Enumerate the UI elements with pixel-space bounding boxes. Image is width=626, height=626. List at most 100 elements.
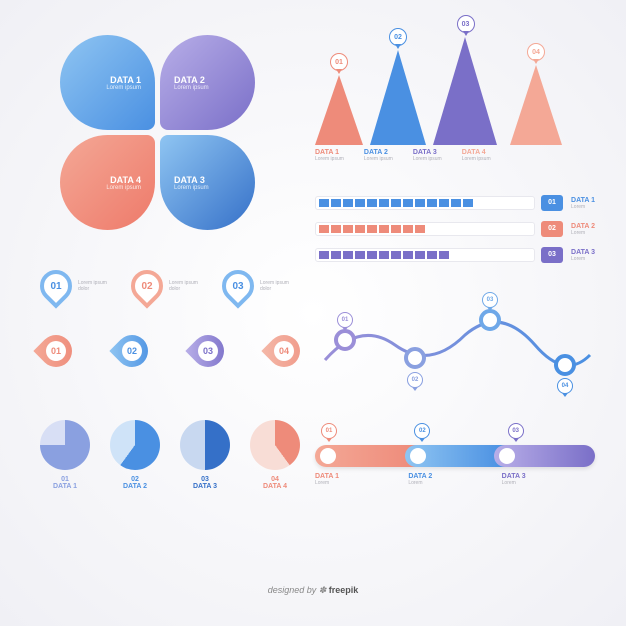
petal-3: DATA 3Lorem ipsum [160,135,255,230]
petal-sublabel: Lorem ipsum [60,85,155,91]
pill-dot [320,448,336,464]
credit-line: designed by ✽ freepik [0,585,626,596]
petal-label: DATA 1 [60,75,155,85]
petal-label: DATA 3 [160,175,255,185]
bar-track [315,222,535,236]
pill-pin-1: 01 [321,423,337,442]
triangle-label-2: DATA 2Lorem ipsum [364,149,393,162]
wave-dot-4 [554,354,576,376]
wave-pin-2: 02 [407,372,423,391]
wave-timeline: 01020304 [315,310,595,380]
drop-pin-2: 02 [116,335,148,367]
freepik-logo-icon: ✽ [319,585,327,595]
map-pin-1: 01 Lorem ipsum dolor [40,270,118,302]
bar-number: 02 [541,221,563,237]
pin-icon: 02 [124,263,169,308]
bar-label: DATA 2Lorem [571,223,595,236]
pie-1: 01 DATA 1 [40,420,90,490]
triangle-pin-2: 02 [389,28,407,50]
bar-track [315,196,535,210]
petal-chart: DATA 1Lorem ipsumDATA 2Lorem ipsumDATA 3… [40,35,270,235]
pill-timeline: 010203DATA 1LoremDATA 2LoremDATA 3Lorem [315,445,595,475]
pill-track [315,445,595,467]
wave-dot-3 [479,309,501,331]
pin-icon: 03 [215,263,260,308]
pill-pin-3: 03 [508,423,524,442]
pill-dot [499,448,515,464]
triangle-3 [433,37,497,145]
pie-slice [180,420,230,470]
drop-pin-4: 04 [268,335,300,367]
pill-label-1: DATA 1Lorem [315,473,408,486]
pill-segment-3 [494,445,595,467]
map-pin-3: 03 Lorem ipsum dolor [222,270,300,302]
pie-2: 02 DATA 2 [110,420,160,490]
pie-3: 03 DATA 3 [180,420,230,490]
petal-label: DATA 2 [160,75,255,85]
triangle-pin-4: 04 [527,43,545,65]
wave-line [315,310,595,380]
petal-2: DATA 2Lorem ipsum [160,35,255,130]
credit-brand: freepik [329,585,359,595]
pill-label-2: DATA 2Lorem [408,473,501,486]
petal-label: DATA 4 [60,175,155,185]
petal-4: DATA 4Lorem ipsum [60,135,155,230]
petal-1: DATA 1Lorem ipsum [60,35,155,130]
infographic-canvas: DATA 1Lorem ipsumDATA 2Lorem ipsumDATA 3… [0,0,626,626]
map-pin-2: 02 Lorem ipsum dolor [131,270,209,302]
bar-number: 01 [541,195,563,211]
pin-sublabel: Lorem ipsum dolor [169,280,209,292]
bar-label: DATA 3Lorem [571,249,595,262]
bar-number: 03 [541,247,563,263]
bar-row-2: 02 DATA 2Lorem [315,221,595,237]
drop-pin-row: 01 02 03 04 [40,335,300,367]
pill-segment-2 [405,445,506,467]
pill-labels: DATA 1LoremDATA 2LoremDATA 3Lorem [315,473,595,486]
triangle-label-1: DATA 1Lorem ipsum [315,149,344,162]
pie-number: 03 [180,476,230,483]
map-pin-row: 01 Lorem ipsum dolor 02 Lorem ipsum dolor… [40,270,300,302]
pill-dot [410,448,426,464]
pie-number: 04 [250,476,300,483]
pie-label: DATA 3 [180,483,230,490]
pie-label: DATA 4 [250,483,300,490]
triangle-label-4: DATA 4Lorem ipsum [462,149,491,162]
pie-slice [110,420,160,470]
drop-icon: 03 [185,328,230,373]
bar-row-3: 03 DATA 3Lorem [315,247,595,263]
pie-slice [250,420,300,470]
pie-label: DATA 1 [40,483,90,490]
progress-bars: 01 DATA 1Lorem 02 DATA 2Lorem 03 DATA 3L… [315,195,595,273]
petal-sublabel: Lorem ipsum [60,185,155,191]
triangle-1 [315,75,363,145]
triangle-label-3: DATA 3Lorem ipsum [413,149,442,162]
triangle-pin-3: 03 [457,15,475,37]
credit-prefix: designed by [268,585,319,595]
drop-icon: 02 [109,328,154,373]
pin-sublabel: Lorem ipsum dolor [260,280,300,292]
bar-track [315,248,535,262]
bar-label: DATA 1Lorem [571,197,595,210]
pill-label-3: DATA 3Lorem [502,473,595,486]
triangle-2 [370,50,426,145]
drop-pin-3: 03 [192,335,224,367]
triangle-pin-1: 01 [330,53,348,75]
pie-slice [40,420,90,470]
pie-number: 01 [40,476,90,483]
pin-sublabel: Lorem ipsum dolor [78,280,118,292]
pie-number: 02 [110,476,160,483]
pie-label: DATA 2 [110,483,160,490]
petal-sublabel: Lorem ipsum [160,85,255,91]
triangle-4 [510,65,562,145]
pill-segment-1 [315,445,416,467]
drop-icon: 01 [33,328,78,373]
wave-dot-1 [334,329,356,351]
pie-4: 04 DATA 4 [250,420,300,490]
wave-pin-4: 04 [557,378,573,397]
pin-icon: 01 [33,263,78,308]
wave-pin-1: 01 [337,312,353,331]
pie-row: 01 DATA 1 02 DATA 2 03 DATA 3 04 DATA 4 [40,420,300,490]
drop-pin-1: 01 [40,335,72,367]
wave-pin-3: 03 [482,292,498,311]
petal-sublabel: Lorem ipsum [160,185,255,191]
